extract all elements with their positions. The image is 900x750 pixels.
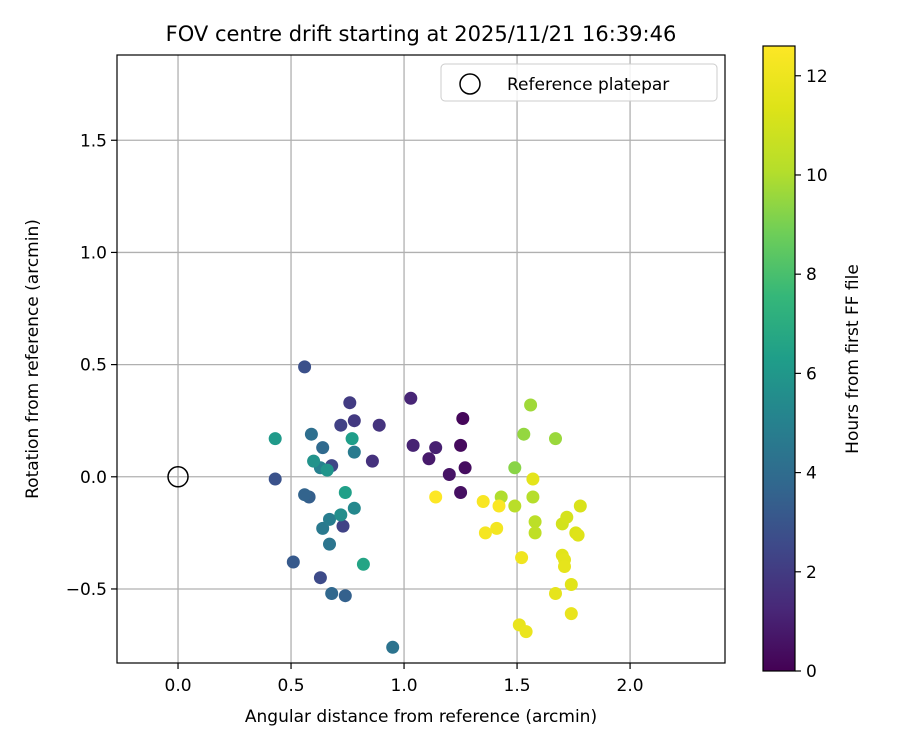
colorbar-tick-label: 4: [806, 464, 817, 484]
data-point: [307, 454, 321, 468]
data-point: [325, 587, 339, 600]
data-point: [334, 418, 348, 432]
data-point: [298, 360, 312, 374]
data-point: [458, 461, 472, 475]
colorbar-label: Hours from first FF file: [843, 264, 863, 454]
colorbar-ticks: 0 2 4 6 8 10 12: [795, 67, 828, 682]
data-point: [560, 510, 574, 524]
data-point: [476, 495, 490, 508]
data-point: [320, 463, 334, 477]
data-point: [429, 490, 443, 504]
reference-platepar-marker: [167, 466, 189, 488]
data-point: [338, 589, 352, 603]
colorbar-tick-label: 6: [806, 364, 817, 384]
data-point: [372, 418, 386, 432]
data-point: [454, 438, 468, 452]
colorbar-gradient: [763, 46, 795, 671]
y-tick-label: 1.5: [80, 131, 107, 151]
colorbar-frame: [762, 45, 796, 672]
x-tick-label: 1.0: [391, 676, 418, 696]
data-point: [564, 607, 578, 621]
data-point: [454, 486, 468, 499]
data-point: [515, 551, 529, 565]
data-point: [316, 521, 330, 535]
data-point: [564, 578, 578, 591]
data-point: [347, 501, 361, 515]
data-point: [456, 412, 470, 425]
colorbar: 0 2 4 6 8 10 12 Hours from first FF file: [762, 45, 863, 682]
legend: Reference platepar: [440, 63, 718, 102]
y-axis-ticks: −0.5 0.0 0.5 1.0 1.5: [66, 131, 117, 600]
data-point: [404, 391, 418, 405]
plot-frame: [116, 54, 726, 664]
x-tick-label: 2.0: [617, 676, 644, 696]
x-axis-label: Angular distance from reference (arcmin): [245, 707, 597, 727]
data-point: [347, 445, 361, 459]
chart-title: FOV centre drift starting at 2025/11/21 …: [166, 22, 677, 46]
colorbar-tick-label: 10: [806, 166, 828, 186]
y-tick-label: 1.0: [80, 243, 107, 263]
data-points: [268, 360, 587, 654]
x-tick-label: 0.5: [278, 676, 305, 696]
data-point: [304, 427, 318, 441]
data-point: [549, 587, 562, 600]
data-point: [517, 427, 531, 441]
data-point: [549, 432, 562, 446]
data-point: [356, 557, 370, 571]
data-point: [492, 499, 506, 513]
data-point: [316, 441, 330, 455]
data-point: [478, 526, 492, 540]
colorbar-tick-label: 0: [806, 662, 817, 682]
data-point: [508, 461, 522, 475]
data-point: [338, 486, 352, 499]
data-point: [442, 468, 456, 481]
grid: [117, 55, 725, 663]
colorbar-tick-label: 8: [806, 265, 817, 285]
data-point: [286, 555, 300, 569]
x-tick-label: 1.5: [504, 676, 531, 696]
data-point: [524, 398, 538, 412]
data-point: [323, 512, 336, 526]
data-point: [573, 499, 587, 513]
y-tick-label: 0.5: [80, 356, 107, 376]
data-point: [558, 560, 571, 573]
data-point: [313, 571, 327, 585]
data-point: [386, 640, 400, 654]
data-point: [519, 625, 533, 639]
data-point: [526, 490, 540, 504]
data-point: [347, 414, 361, 428]
data-point: [268, 432, 282, 446]
y-tick-label: −0.5: [66, 580, 107, 600]
data-point: [508, 499, 522, 513]
x-tick-label: 0.0: [165, 676, 192, 696]
data-point: [528, 526, 542, 540]
data-point: [526, 472, 540, 486]
data-point: [422, 452, 436, 466]
data-point: [345, 432, 359, 446]
data-point: [343, 396, 357, 410]
y-axis-label: Rotation from reference (arcmin): [23, 219, 43, 499]
data-point: [406, 438, 420, 452]
data-point: [365, 454, 379, 468]
data-point: [528, 515, 542, 529]
data-point: [429, 441, 443, 455]
data-point: [323, 537, 336, 551]
legend-entry-reference-platepar: Reference platepar: [507, 75, 669, 95]
data-point: [336, 519, 350, 533]
data-point: [298, 488, 312, 502]
data-point: [334, 508, 348, 522]
legend-marker-icon: [459, 73, 481, 95]
data-point: [571, 528, 585, 542]
colorbar-tick-label: 2: [806, 563, 817, 583]
data-point: [490, 521, 504, 535]
data-point: [268, 472, 282, 486]
plot-background: [117, 55, 725, 663]
x-axis-ticks: 0.0 0.5 1.0 1.5 2.0: [165, 663, 644, 696]
plot-area: 0.0 0.5 1.0 1.5 2.0 −0.5 0.0 0.5 1.0 1.5: [66, 54, 726, 696]
colorbar-tick-label: 12: [806, 67, 828, 87]
y-tick-label: 0.0: [80, 468, 107, 488]
legend-box: [440, 63, 718, 102]
